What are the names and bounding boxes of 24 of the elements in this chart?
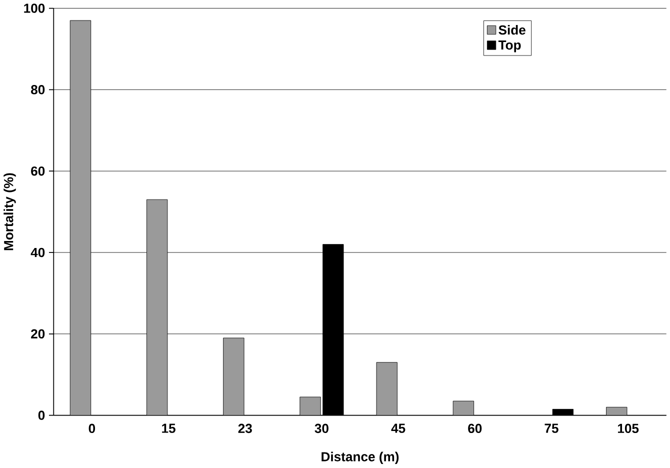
bar bbox=[452, 401, 474, 416]
y-tick-label: 20 bbox=[31, 329, 45, 339]
bar bbox=[70, 20, 92, 416]
bar bbox=[223, 338, 244, 416]
y-tick-label: 60 bbox=[31, 166, 45, 176]
y-tick-label: 0 bbox=[38, 410, 45, 420]
x-tick-label: 30 bbox=[314, 424, 328, 434]
y-axis-title: Mortality (%) bbox=[4, 173, 16, 250]
x-tick-label: 75 bbox=[544, 424, 558, 434]
y-tick-label: 40 bbox=[30, 248, 45, 258]
legend-label: Top bbox=[498, 40, 521, 52]
x-tick-label: 0 bbox=[88, 424, 96, 434]
y-tick-label: 100 bbox=[24, 4, 45, 14]
bar bbox=[300, 396, 321, 416]
x-tick-label: 45 bbox=[391, 424, 406, 434]
x-tick-label: 60 bbox=[468, 424, 482, 434]
bar bbox=[146, 200, 168, 416]
x-axis-title: Distance (m) bbox=[322, 452, 399, 464]
x-tick-label: 105 bbox=[618, 424, 639, 434]
x-tick-label: 15 bbox=[162, 424, 176, 434]
x-tick-label: 23 bbox=[238, 424, 252, 434]
y-tick-label: 80 bbox=[30, 85, 45, 94]
legend-label: Side bbox=[498, 25, 526, 35]
bar bbox=[376, 362, 398, 416]
